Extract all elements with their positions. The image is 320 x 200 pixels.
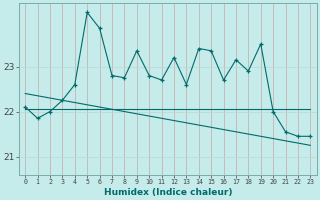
- X-axis label: Humidex (Indice chaleur): Humidex (Indice chaleur): [104, 188, 232, 197]
